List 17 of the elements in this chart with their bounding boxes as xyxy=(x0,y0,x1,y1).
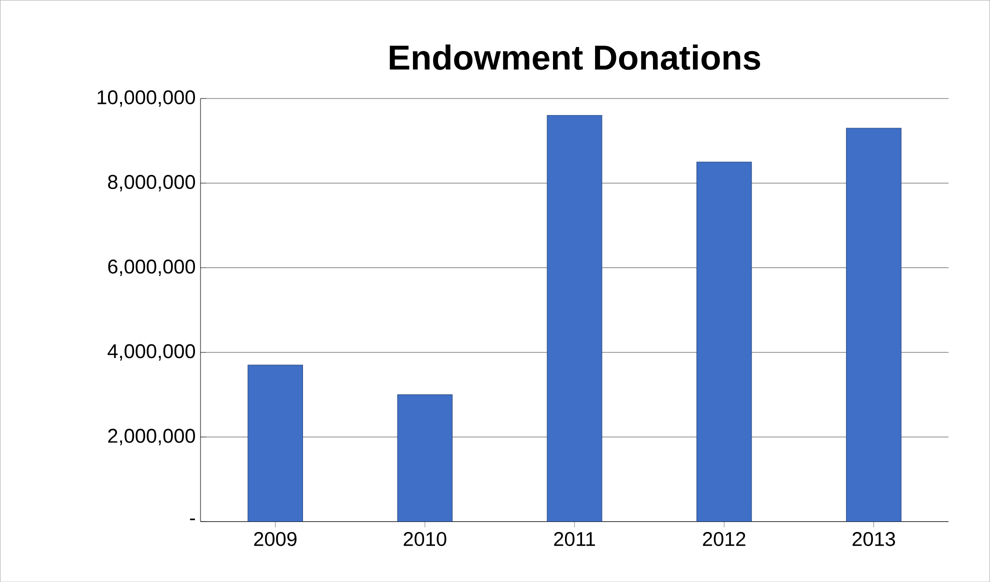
bar xyxy=(846,128,902,522)
x-tick-label: 2011 xyxy=(554,532,595,546)
x-tick-label: 2013 xyxy=(852,532,896,546)
y-tick-label: 2,000,000 xyxy=(108,428,196,446)
y-tick-label: 6,000,000 xyxy=(108,259,196,276)
x-tick-label: 2012 xyxy=(702,532,746,546)
y-tick-label: 10,000,000 xyxy=(98,90,196,107)
y-tick-label: - xyxy=(190,518,195,520)
bar xyxy=(546,114,602,522)
x-tick-label: 2010 xyxy=(404,532,446,546)
x-tick-label: 2009 xyxy=(254,532,296,546)
chart-title: Endowment Donations xyxy=(390,44,760,70)
y-tick-label: 8,000,000 xyxy=(108,174,196,192)
bar xyxy=(397,394,453,522)
bar xyxy=(248,364,303,522)
y-tick-label: 4,000,000 xyxy=(108,344,196,360)
bar xyxy=(696,162,752,522)
